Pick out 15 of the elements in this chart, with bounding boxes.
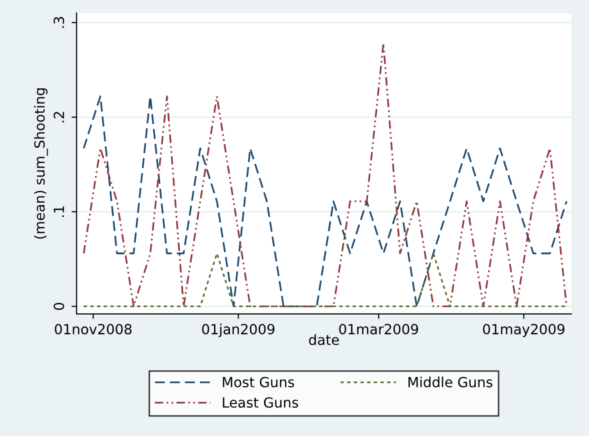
x-tick-label: 01may2009	[483, 324, 564, 338]
x-axis-title: date	[309, 334, 339, 346]
x-tick-label: 01jan2009	[202, 324, 274, 338]
legend-label: Most Guns	[222, 376, 294, 388]
x-tick-label: 01nov2008	[54, 324, 132, 334]
legend-label: Middle Guns	[408, 376, 492, 388]
y-tick-label: .1	[54, 206, 64, 217]
y-tick-label: .2	[54, 112, 64, 122]
y-tick-label: .3	[54, 17, 64, 28]
y-tick-label: 0	[54, 302, 64, 310]
y-axis-title: (mean) sum_Shooting	[34, 88, 48, 239]
line-series	[82, 95, 568, 308]
x-tick-label: 01mar2009	[339, 324, 418, 334]
line-series	[82, 42, 568, 308]
legend-label: Least Guns	[222, 397, 298, 408]
